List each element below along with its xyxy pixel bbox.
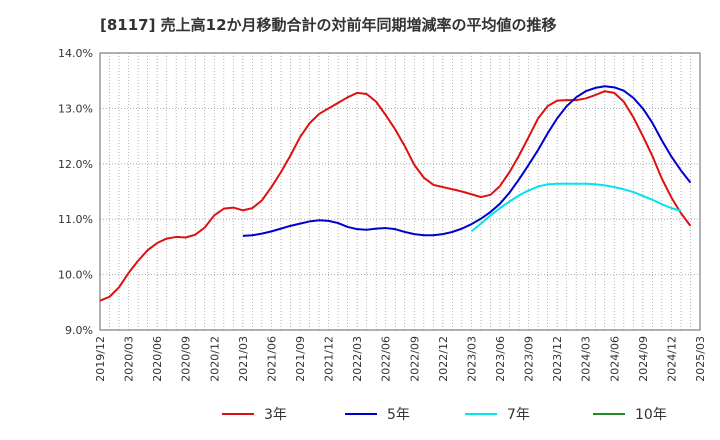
x-tick-label: 2022/03 (351, 336, 364, 382)
legend-label-4: 10年 (635, 407, 667, 423)
x-tick-label: 2022/09 (408, 336, 421, 382)
grid-layer (100, 53, 700, 330)
y-tick-label: 14.0% (58, 47, 93, 60)
y-tick-label: 12.0% (58, 158, 93, 171)
chart-title: [8117] 売上高12か月移動合計の対前年同期増減率の平均値の推移 (100, 16, 557, 34)
x-tick-label: 2023/03 (465, 336, 478, 382)
x-tick-label: 2021/06 (265, 336, 278, 382)
x-tick-label: 2023/09 (523, 336, 536, 382)
x-axis: 2019/12 2020/03 2020/06 2020/09 2020/12 2021/… (94, 336, 707, 382)
x-tick-label: 2024/03 (580, 336, 593, 382)
x-tick-label: 2024/09 (637, 336, 650, 382)
legend-label-2: 5年 (387, 407, 410, 423)
x-tick-label: 2019/12 (94, 336, 107, 382)
x-tick-label: 2022/06 (380, 336, 393, 382)
y-tick-label: 13.0% (58, 102, 93, 115)
series-line-1 (99, 90, 692, 302)
x-tick-label: 2021/12 (323, 336, 336, 382)
plot-area-border (99, 52, 701, 331)
series-layer (99, 85, 692, 302)
legend-label-1: 3年 (264, 407, 287, 423)
x-tick-label: 2021/03 (237, 336, 250, 382)
y-tick-label: 9.0% (65, 324, 93, 337)
y-tick-label: 11.0% (58, 213, 93, 226)
legend: 3年 5年 7年 10年 (222, 407, 667, 423)
x-tick-label: 2023/12 (551, 336, 564, 382)
y-tick-label: 10.0% (58, 269, 93, 282)
x-tick-label: 2024/06 (608, 336, 621, 382)
x-tick-label: 2021/09 (294, 336, 307, 382)
x-tick-label: 2024/12 (665, 336, 678, 382)
x-tick-label: 2025/03 (694, 336, 707, 382)
plot-frame (99, 52, 701, 331)
y-axis: 9.0% 10.0% 11.0% 12.0% 13.0% 14.0% (58, 47, 93, 337)
x-tick-label: 2023/06 (494, 336, 507, 382)
x-tick-label: 2022/12 (437, 336, 450, 382)
x-tick-label: 2020/12 (208, 336, 221, 382)
x-tick-label: 2020/03 (123, 336, 136, 382)
x-tick-label: 2020/09 (180, 336, 193, 382)
series-line-2 (242, 85, 692, 237)
legend-label-3: 7年 (507, 407, 530, 423)
x-tick-label: 2020/06 (151, 336, 164, 382)
series-line-3 (470, 182, 682, 233)
